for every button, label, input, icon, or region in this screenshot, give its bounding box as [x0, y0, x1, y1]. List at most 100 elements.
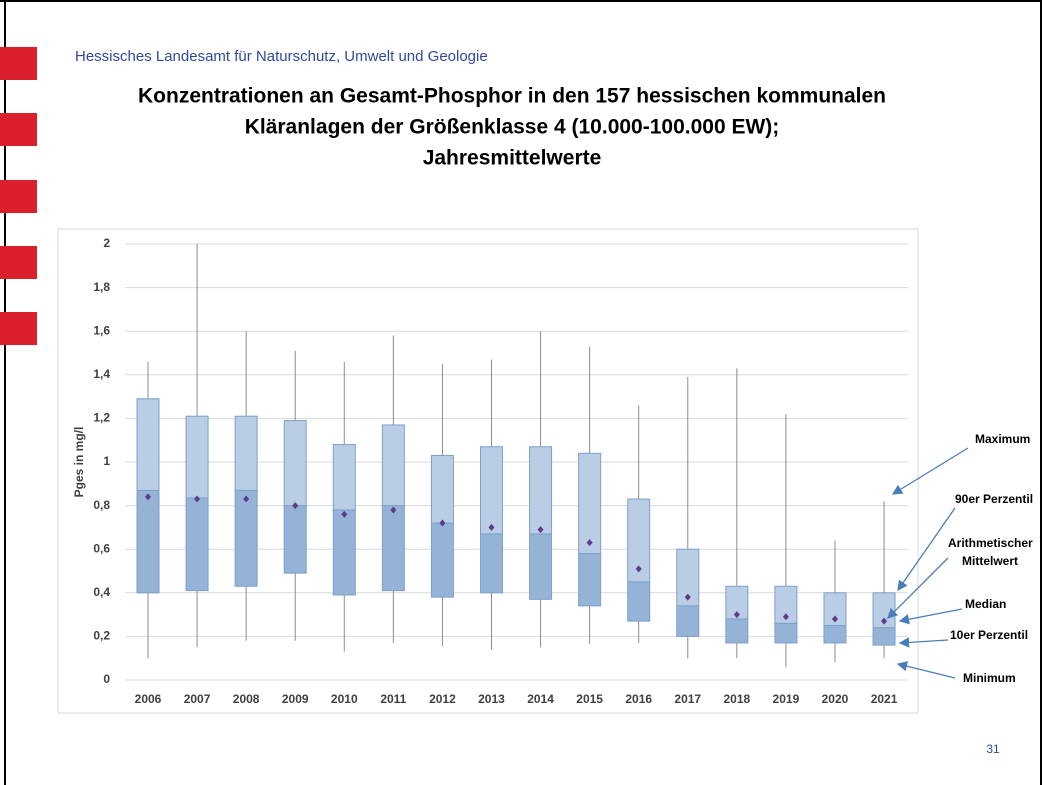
mean-marker: [390, 506, 397, 514]
box-upper: [234, 415, 258, 491]
annotation-arrow: [898, 608, 963, 625]
x-tick-label: 2010: [331, 692, 358, 706]
square: [0, 47, 37, 80]
mean-marker: [733, 611, 740, 619]
box-lower: [136, 489, 160, 594]
box-upper: [774, 585, 798, 624]
x-tick-label: 2015: [576, 692, 603, 706]
y-axis-label: Pges in mg/l: [72, 427, 86, 498]
square: [0, 180, 37, 213]
annotation: 10er Perzentil: [950, 628, 1028, 642]
box-upper: [479, 446, 503, 535]
box-upper: [725, 585, 749, 620]
box-upper: [283, 420, 307, 507]
box-lower: [185, 497, 209, 592]
x-tick-label: 2019: [773, 692, 800, 706]
box-lower: [823, 625, 847, 644]
box-upper: [381, 424, 405, 507]
box-lower: [381, 505, 405, 592]
mean-marker: [145, 493, 151, 501]
annotation-arrow: [897, 507, 956, 592]
box-lower: [627, 581, 651, 622]
annotation-arrow: [896, 661, 956, 679]
box-upper: [578, 452, 602, 555]
mean-marker: [243, 495, 250, 503]
box-upper: [332, 444, 356, 511]
mean-marker: [684, 593, 691, 601]
mean-marker: [194, 495, 201, 503]
y-tick-label: 2: [103, 236, 110, 250]
box-upper: [823, 592, 847, 626]
box-lower: [430, 522, 454, 598]
x-tick-label: 2011: [380, 692, 406, 706]
annotation: Minimum: [963, 671, 1016, 685]
annotation-arrow: [898, 637, 949, 648]
box-lower: [725, 618, 749, 644]
x-tick-label: 2014: [527, 692, 554, 706]
annotation: Median: [965, 597, 1006, 611]
mean-marker: [537, 526, 544, 534]
chart-title: Kläranlagen der Größenklasse 4 (10.000-1…: [245, 116, 780, 139]
annotation: Arithmetischer: [948, 536, 1033, 550]
mean-marker: [488, 523, 495, 531]
mean-marker: [341, 510, 348, 518]
box-lower: [234, 489, 258, 587]
mean-marker: [831, 615, 838, 623]
x-tick-label: 2013: [478, 692, 505, 706]
annotation-arrow: [891, 447, 969, 495]
y-tick-label: 1,4: [93, 367, 110, 381]
y-tick-label: 0,8: [93, 498, 110, 512]
header: Hessisches Landesamt für Naturschutz, Um…: [75, 48, 488, 65]
box-lower: [529, 533, 553, 600]
x-tick-label: 2020: [822, 692, 849, 706]
box-lower: [283, 505, 307, 574]
x-tick-label: 2017: [674, 692, 701, 706]
mean-marker: [586, 539, 593, 547]
box-upper: [136, 398, 160, 491]
x-tick-label: 2008: [233, 692, 260, 706]
x-tick-label: 2006: [135, 692, 162, 706]
x-tick-label: 2007: [184, 692, 211, 706]
square: [0, 246, 37, 279]
x-tick-label: 2012: [429, 692, 456, 706]
y-tick-label: 0,4: [93, 585, 110, 599]
box-upper: [676, 548, 700, 607]
square: [0, 312, 37, 345]
mean-marker: [881, 617, 888, 625]
x-tick-label: 2021: [871, 692, 898, 706]
y-tick-label: 1,6: [93, 323, 110, 337]
box-lower: [872, 627, 896, 646]
box-upper: [430, 454, 454, 524]
box-upper: [185, 415, 209, 499]
y-tick-label: 0: [103, 672, 110, 686]
x-tick-label: 2016: [625, 692, 652, 706]
box-lower: [479, 533, 503, 594]
mean-marker: [782, 613, 789, 621]
mean-marker: [292, 502, 299, 510]
box-lower: [332, 509, 356, 596]
chart-title: Konzentrationen an Gesamt-Phosphor in de…: [138, 85, 886, 108]
annotation: Maximum: [975, 432, 1030, 446]
y-tick-label: 1: [103, 454, 110, 468]
y-tick-label: 1,8: [93, 280, 110, 294]
chart-title: Jahresmittelwerte: [423, 147, 602, 170]
page-number: 31: [986, 742, 1000, 756]
annotation: 90er Perzentil: [955, 492, 1033, 506]
mean-marker: [635, 565, 642, 573]
box-upper: [627, 498, 651, 583]
x-tick-label: 2009: [282, 692, 309, 706]
x-tick-label: 2018: [723, 692, 750, 706]
y-tick-label: 1,2: [93, 411, 110, 425]
annotation-arrow: [887, 557, 949, 619]
box-lower: [676, 605, 700, 637]
y-tick-label: 0,2: [93, 629, 110, 643]
square: [0, 113, 37, 146]
y-tick-label: 0,6: [93, 541, 110, 555]
mean-marker: [439, 519, 446, 527]
decor-squares: [0, 47, 37, 345]
box-lower: [774, 622, 798, 644]
annotation: Mittelwert: [962, 554, 1018, 568]
box-lower: [578, 553, 602, 607]
box-upper: [529, 446, 553, 535]
